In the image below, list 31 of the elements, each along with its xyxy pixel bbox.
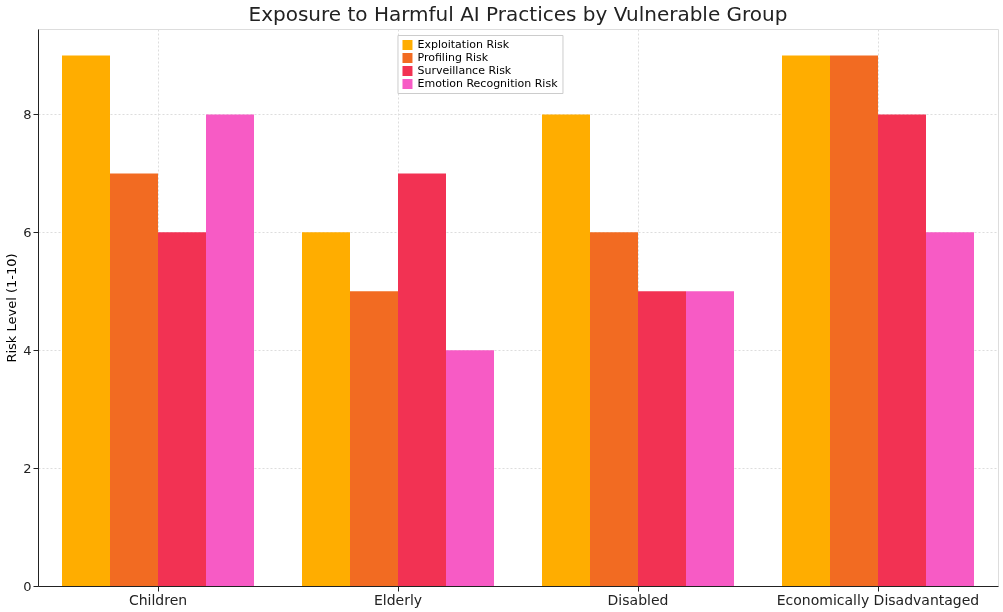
- y-tick-label: 0: [23, 578, 32, 594]
- legend-label: Exploitation Risk: [417, 38, 510, 51]
- y-tick-label: 6: [23, 224, 32, 240]
- bar: [878, 114, 926, 586]
- legend-label: Profiling Risk: [417, 51, 489, 64]
- bar: [446, 350, 494, 586]
- bar: [542, 114, 590, 586]
- y-axis-title: Risk Level (1-10): [4, 253, 20, 363]
- bar: [302, 232, 350, 586]
- bar: [350, 291, 398, 586]
- bar: [110, 173, 158, 586]
- legend-label: Surveillance Risk: [417, 64, 512, 77]
- bar: [638, 291, 686, 586]
- bar: [398, 173, 446, 586]
- y-tick-label: 4: [23, 342, 32, 358]
- bar: [782, 55, 830, 586]
- x-tick-label: Children: [128, 591, 188, 608]
- x-tick-label: Economically Disadvantaged: [776, 591, 980, 608]
- bar: [686, 291, 734, 586]
- x-tick-label: Elderly: [373, 591, 423, 608]
- x-tick-label: Disabled: [607, 591, 669, 608]
- bar: [830, 55, 878, 586]
- bar: [158, 232, 206, 586]
- legend-label: Emotion Recognition Risk: [417, 77, 559, 90]
- chart-title: Exposure to Harmful AI Practices by Vulnerable Group: [248, 2, 788, 26]
- bar: [206, 114, 254, 586]
- y-tick-label: 2: [23, 460, 32, 476]
- y-tick-label: 8: [23, 106, 32, 122]
- bar: [590, 232, 638, 586]
- bar: [62, 55, 110, 586]
- bar: [926, 232, 974, 586]
